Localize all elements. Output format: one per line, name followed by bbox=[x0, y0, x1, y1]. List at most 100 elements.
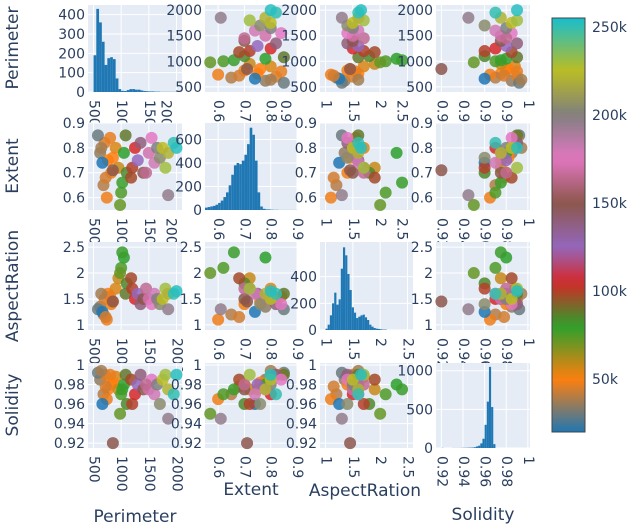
scatter-point bbox=[254, 298, 267, 311]
histogram-bar bbox=[254, 160, 258, 210]
y-tick-label: 1.5 bbox=[180, 292, 202, 308]
scatter-point bbox=[478, 161, 491, 174]
scatter-point bbox=[259, 251, 272, 264]
histogram-bar bbox=[371, 326, 374, 330]
histogram-bar bbox=[362, 314, 365, 330]
colorbar-tick-label: 150k bbox=[592, 196, 628, 212]
histogram-bar bbox=[265, 209, 269, 210]
x-tick-label: 1.5 bbox=[345, 100, 361, 122]
histogram-bar bbox=[132, 89, 135, 92]
scatter-point bbox=[494, 54, 507, 67]
scatter-point bbox=[248, 72, 261, 85]
y-tick-label: 0.98 bbox=[286, 377, 317, 393]
scatter-point bbox=[505, 131, 518, 144]
scatter-point bbox=[115, 186, 128, 199]
scatter-point bbox=[241, 437, 254, 450]
scatter-point bbox=[277, 76, 290, 89]
x-tick-label: 0.9 bbox=[289, 456, 305, 478]
scatter-point bbox=[264, 73, 277, 86]
panel-AspectRation-vs-AspectRation bbox=[320, 242, 413, 331]
scatter-point bbox=[243, 282, 256, 295]
scatter-point bbox=[119, 129, 132, 142]
histogram-bar bbox=[233, 165, 237, 210]
x-tick-label: 500 bbox=[86, 218, 102, 245]
x-tick-label: 0.7 bbox=[236, 100, 252, 122]
histogram-bar bbox=[364, 317, 368, 330]
histogram-bar bbox=[356, 318, 359, 330]
histogram-bar bbox=[223, 197, 227, 210]
y-tick-label: 100 bbox=[58, 66, 85, 82]
histogram-bar bbox=[239, 164, 242, 210]
colorbar-tick-label: 50k bbox=[592, 372, 619, 388]
scatter-point bbox=[233, 272, 246, 285]
x-tick-label: 0.7 bbox=[236, 218, 252, 240]
histogram-bar bbox=[207, 207, 211, 210]
y-tick-label: 200 bbox=[290, 296, 317, 312]
y-tick-label: 1 bbox=[76, 318, 85, 334]
scatter-point bbox=[214, 412, 227, 425]
histogram-bar bbox=[478, 445, 481, 448]
histogram-bar bbox=[480, 443, 483, 448]
x-tick-label: 2 bbox=[372, 100, 388, 109]
scatter-point bbox=[91, 129, 104, 142]
histogram-bar bbox=[353, 312, 357, 330]
scatter-point bbox=[243, 398, 256, 411]
histogram-bar bbox=[375, 328, 378, 330]
scatter-point bbox=[275, 65, 288, 78]
y-tick-label: 1000 bbox=[397, 54, 433, 70]
scatter-point bbox=[357, 398, 370, 411]
scatter-point bbox=[344, 62, 357, 75]
x-tick-label: 0.96 bbox=[477, 338, 493, 369]
x-tick-label: 0.8 bbox=[263, 338, 279, 360]
histogram-bar bbox=[241, 160, 245, 210]
scatter-point bbox=[217, 55, 230, 68]
histogram-bar bbox=[236, 162, 240, 210]
histogram-bar bbox=[226, 192, 229, 210]
histogram-bar bbox=[369, 324, 372, 330]
scatter-point bbox=[275, 373, 288, 386]
y-tick-label: 0.9 bbox=[411, 116, 433, 132]
scatter-point bbox=[335, 189, 348, 202]
scatter-point bbox=[368, 383, 381, 396]
y-tick-label: 500 bbox=[290, 80, 317, 96]
scatter-point bbox=[162, 189, 175, 202]
scatter-point bbox=[498, 69, 511, 82]
x-tick-label: 0.98 bbox=[498, 338, 514, 369]
y-tick-label: 0.8 bbox=[295, 141, 317, 157]
histogram-bar bbox=[244, 154, 248, 210]
scatter-point bbox=[243, 368, 256, 381]
scatter-point bbox=[99, 171, 112, 184]
scatter-point bbox=[341, 398, 354, 411]
x-tick-label: 2.5 bbox=[394, 100, 410, 122]
histogram-bar bbox=[482, 438, 485, 448]
x-tick-label: 0.9 bbox=[277, 100, 293, 122]
x-tick-label: 0.6 bbox=[210, 218, 226, 240]
x-tick-label: 2.5 bbox=[400, 338, 416, 360]
scatter-point bbox=[368, 171, 381, 184]
scatter-point bbox=[341, 131, 354, 144]
scatter-point bbox=[214, 11, 227, 24]
histogram-bar bbox=[115, 78, 119, 92]
scatter-point bbox=[99, 380, 112, 393]
y-tick-label: 400 bbox=[290, 270, 317, 286]
scatter-point bbox=[269, 388, 282, 401]
colorbar-tick-label: 250k bbox=[592, 20, 628, 36]
x-tick-label: 0.8 bbox=[263, 456, 279, 478]
scatter-point bbox=[254, 398, 267, 411]
scatter-point bbox=[159, 368, 172, 381]
scatter-point bbox=[116, 246, 129, 259]
y-tick-label: 0.8 bbox=[63, 141, 85, 157]
scatter-point bbox=[259, 52, 272, 65]
scatter-point bbox=[352, 388, 365, 401]
x-tick-label: 2 bbox=[372, 338, 388, 347]
histogram-bar bbox=[473, 447, 476, 448]
histogram-bar bbox=[488, 366, 492, 448]
x-tick-label: 0.6 bbox=[210, 100, 226, 122]
histogram-bar bbox=[486, 401, 489, 448]
histogram-bar bbox=[247, 144, 250, 210]
scatter-point bbox=[170, 368, 183, 381]
scatter-point bbox=[277, 51, 290, 64]
scatter-point bbox=[511, 4, 524, 17]
histogram-bar bbox=[329, 315, 333, 330]
scatter-point bbox=[238, 32, 251, 45]
